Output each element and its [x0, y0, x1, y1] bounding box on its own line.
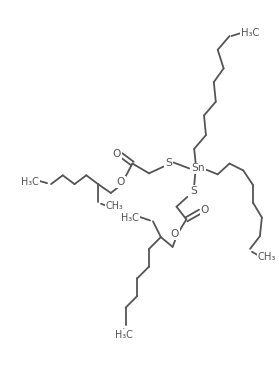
Text: H₃C: H₃C [121, 213, 139, 223]
Text: O: O [170, 229, 179, 239]
Text: CH₃: CH₃ [106, 201, 124, 211]
Text: O: O [201, 205, 209, 215]
Text: O: O [112, 149, 121, 159]
Text: CH₃: CH₃ [258, 252, 276, 262]
Text: O: O [116, 177, 125, 187]
Text: H₃C: H₃C [115, 330, 133, 340]
Text: S: S [165, 158, 172, 168]
Text: H₃C: H₃C [21, 177, 39, 187]
Text: S: S [190, 186, 197, 196]
Text: Sn: Sn [191, 163, 205, 173]
Text: H₃C: H₃C [241, 28, 260, 38]
